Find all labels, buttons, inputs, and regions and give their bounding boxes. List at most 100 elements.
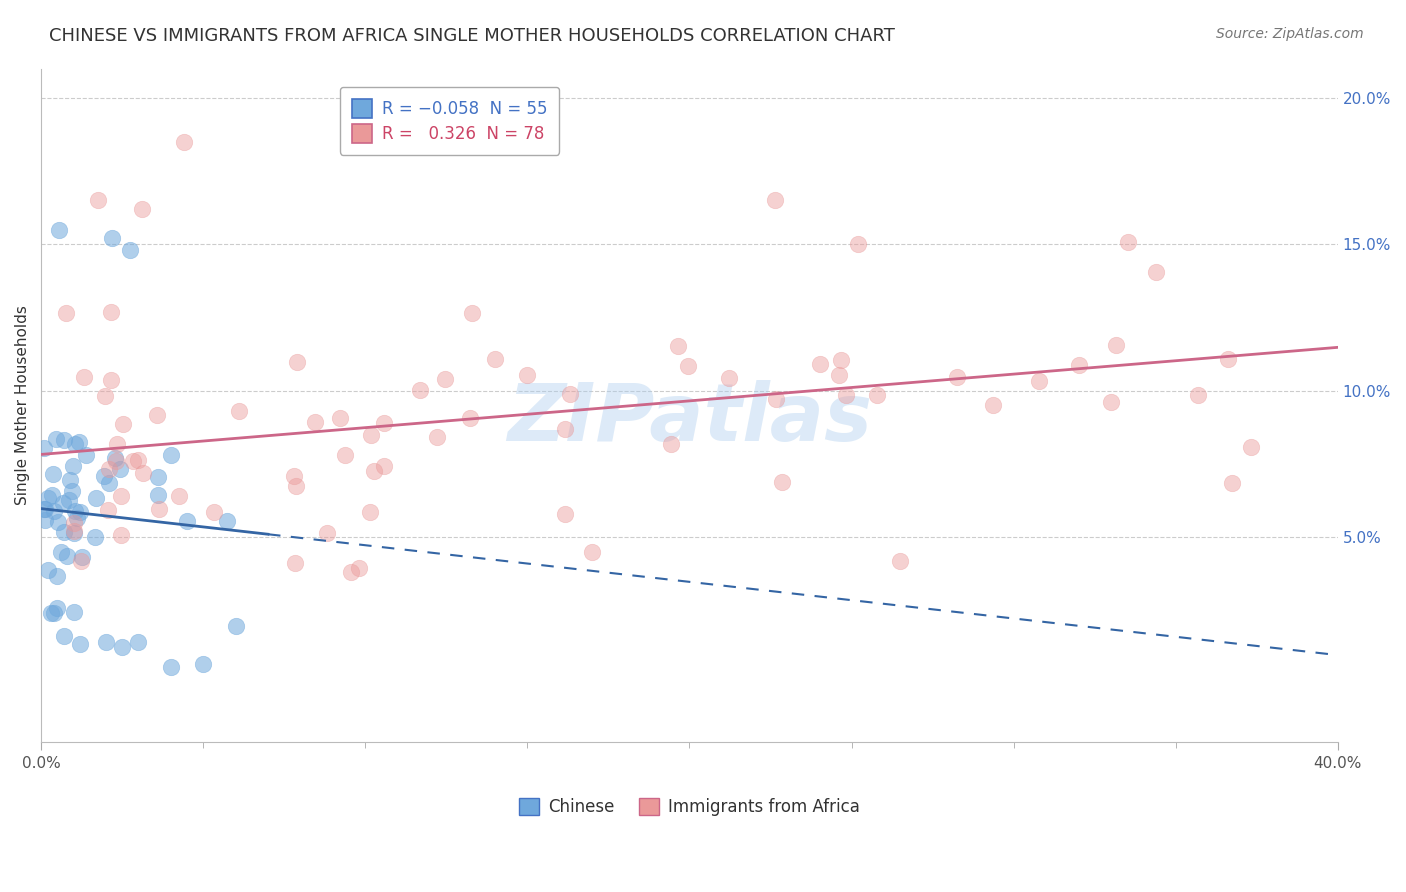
Point: [359, 506, 381, 520]
Point: [101, 231, 124, 245]
Y-axis label: Single Mother Households: Single Mother Households: [15, 306, 30, 506]
Point: [111, 640, 134, 655]
Point: [93, 468, 115, 483]
Point: [52, 629, 75, 643]
Point: [202, 505, 225, 519]
Point: [45, 569, 67, 583]
Point: [127, 452, 149, 467]
Point: [560, 386, 582, 401]
Point: [69, 637, 91, 651]
Point: [215, 515, 238, 529]
Point: [1239, 440, 1261, 454]
Point: [946, 370, 969, 384]
Point: [98, 462, 121, 476]
Point: [458, 410, 481, 425]
Point: [554, 422, 576, 436]
Point: [285, 479, 308, 493]
Point: [678, 359, 700, 373]
Point: [808, 357, 831, 371]
Point: [484, 351, 506, 366]
Point: [75, 449, 97, 463]
Point: [148, 501, 170, 516]
Point: [45, 432, 67, 446]
Point: [67, 434, 90, 449]
Point: [329, 410, 352, 425]
Point: [316, 525, 339, 540]
Point: [1216, 352, 1239, 367]
Point: [283, 469, 305, 483]
Point: [225, 619, 247, 633]
Point: [52, 495, 75, 509]
Legend: Chinese, Immigrants from Africa: Chinese, Immigrants from Africa: [513, 791, 866, 822]
Point: [34, 513, 56, 527]
Point: [73, 369, 96, 384]
Point: [110, 462, 132, 476]
Point: [118, 243, 141, 257]
Point: [37, 563, 59, 577]
Point: [1028, 374, 1050, 388]
Point: [193, 657, 215, 672]
Point: [835, 388, 858, 402]
Point: [34, 502, 56, 516]
Point: [889, 554, 911, 568]
Point: [554, 507, 576, 521]
Point: [1105, 338, 1128, 352]
Point: [659, 437, 682, 451]
Point: [105, 453, 128, 467]
Point: [94, 389, 117, 403]
Point: [718, 371, 741, 385]
Text: ZIPatlas: ZIPatlas: [508, 380, 872, 458]
Point: [62, 516, 84, 530]
Point: [59, 473, 82, 487]
Point: [62, 459, 84, 474]
Text: Source: ZipAtlas.com: Source: ZipAtlas.com: [1216, 27, 1364, 41]
Point: [159, 660, 181, 674]
Point: [228, 404, 250, 418]
Point: [110, 528, 132, 542]
Point: [52, 525, 75, 540]
Point: [42, 504, 65, 518]
Point: [83, 530, 105, 544]
Point: [333, 448, 356, 462]
Point: [131, 202, 153, 216]
Point: [100, 373, 122, 387]
Point: [1220, 475, 1243, 490]
Point: [53, 433, 76, 447]
Point: [426, 430, 449, 444]
Point: [132, 467, 155, 481]
Point: [340, 566, 363, 580]
Point: [285, 354, 308, 368]
Point: [69, 506, 91, 520]
Point: [100, 305, 122, 319]
Point: [373, 459, 395, 474]
Point: [55, 306, 77, 320]
Point: [72, 550, 94, 565]
Point: [62, 605, 84, 619]
Point: [87, 194, 110, 208]
Point: [56, 549, 79, 563]
Point: [409, 384, 432, 398]
Point: [58, 492, 80, 507]
Point: [63, 436, 86, 450]
Point: [433, 372, 456, 386]
Point: [304, 415, 326, 429]
Point: [34, 501, 56, 516]
Point: [104, 450, 127, 465]
Point: [42, 606, 65, 620]
Point: [516, 368, 538, 382]
Point: [37, 491, 59, 505]
Point: [63, 503, 86, 517]
Point: [1067, 358, 1090, 372]
Text: CHINESE VS IMMIGRANTS FROM AFRICA SINGLE MOTHER HOUSEHOLDS CORRELATION CHART: CHINESE VS IMMIGRANTS FROM AFRICA SINGLE…: [49, 27, 896, 45]
Point: [105, 436, 128, 450]
Point: [770, 475, 793, 490]
Point: [127, 635, 149, 649]
Point: [666, 339, 689, 353]
Point: [60, 484, 83, 499]
Point: [97, 503, 120, 517]
Point: [146, 488, 169, 502]
Point: [173, 135, 195, 149]
Point: [48, 222, 70, 236]
Point: [94, 635, 117, 649]
Point: [1116, 235, 1139, 250]
